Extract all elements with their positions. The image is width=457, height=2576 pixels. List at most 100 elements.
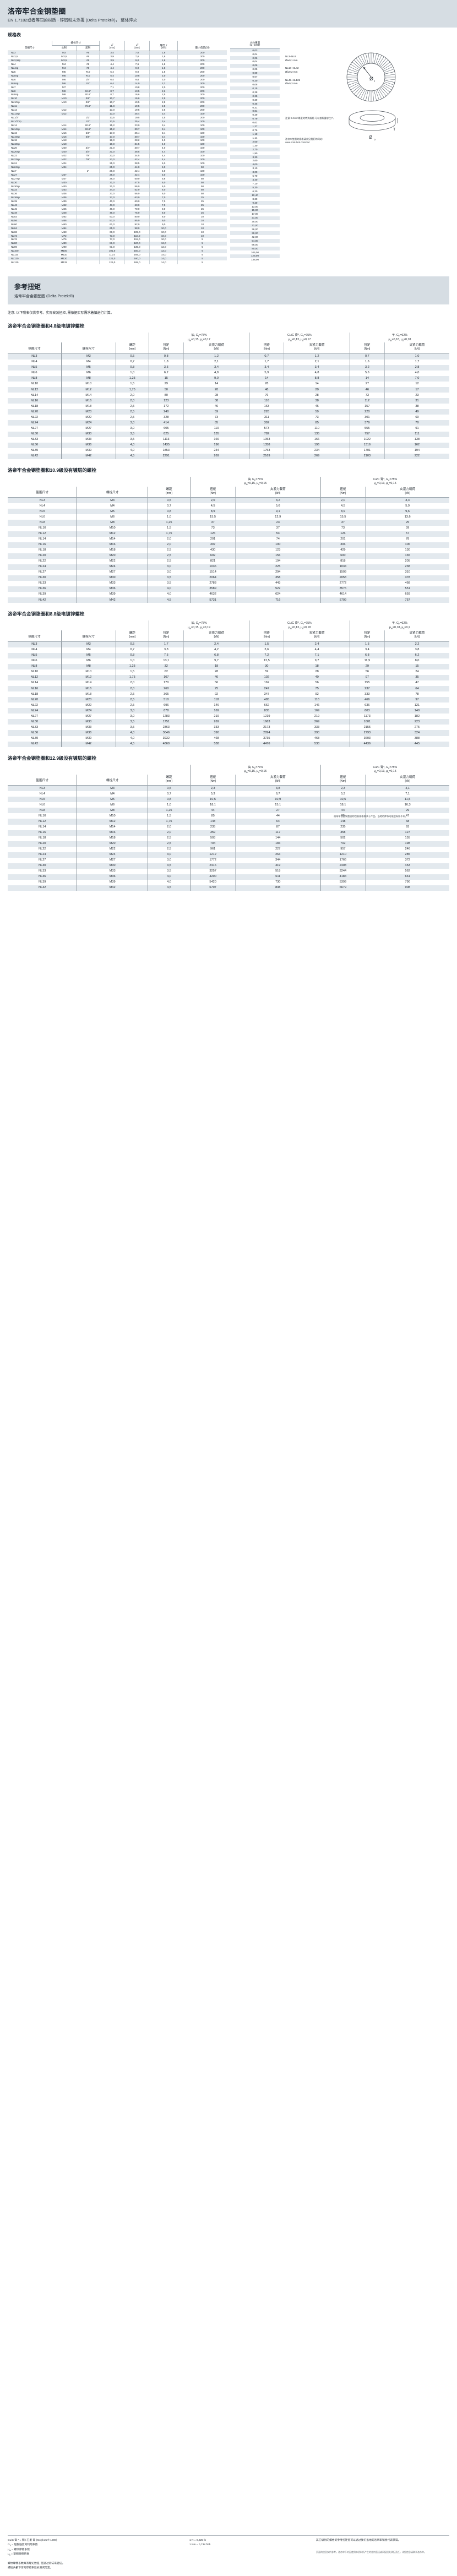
cell-torque: 4860 [148, 741, 184, 747]
cell-clamp: 20 [183, 387, 249, 393]
cell-bolt-imperial [75, 219, 100, 223]
cell-torque: 2772 [320, 581, 366, 587]
cell-pitch: 4,0 [115, 736, 149, 742]
cell-bolt-metric: M10 [61, 101, 67, 104]
table-row: NL39 M39 4,0 1853 234 1753 234 1701 194 [8, 448, 449, 454]
cell-bolt-imperial [75, 215, 100, 219]
cell-bolt-imperial [75, 112, 100, 116]
table-row: NL16sp M16 5/8" 17,0 30,7 3,4 100 [8, 134, 227, 139]
cell-weight: 3,00 [252, 171, 258, 174]
cell-clamp: 3,4 [284, 364, 350, 371]
table-row: NL20 M20 2,5 704 183 702 198 [8, 841, 449, 847]
cell-weight: 0,20 [252, 79, 258, 83]
cell-clamp: 64 [235, 819, 320, 825]
cad-link[interactable]: www.nord-lock.com/cad [285, 141, 310, 144]
cell-weight: 128,00 [251, 254, 259, 258]
cell-clamp: 378 [365, 575, 449, 581]
cell-bolt-size: M8 [61, 663, 116, 669]
cell-clamp: 73 [183, 415, 249, 421]
cell-pack: 200 [177, 66, 227, 70]
torque-col-torque: 扭矩 [Nm] [249, 342, 284, 354]
cell-bolt-size: M30 [61, 719, 116, 725]
table-row: 31,00 [230, 224, 280, 228]
cell-thickness: 8,0 [149, 207, 178, 211]
table-row: NL36sp M36 37,0 63,0 7,0 25 [8, 195, 227, 200]
cell-torque: 2291 [148, 453, 184, 459]
cell-washer-size: NL10 [39, 526, 46, 530]
cell-torque: 5,3 [190, 791, 236, 797]
cell-do: 25,4 [124, 112, 150, 116]
cell-thickness: 3,4 [149, 119, 178, 124]
cell-washer-size: NL24 [30, 709, 39, 712]
cell-washer-size: NL8 [39, 520, 45, 524]
cell-clamp: 538 [183, 741, 249, 747]
cell-bolt-metric: M24 [61, 165, 67, 168]
cell-washer-size: NL14 [39, 825, 46, 829]
cell-washer-size: NL8 [39, 808, 45, 812]
cell-pitch: 3,0 [115, 714, 149, 720]
torque-col-clamp: 夹紧力载荷 [kN] [183, 342, 249, 354]
cell-bolt-imperial [75, 108, 100, 112]
cell-washer-size: NL4 [39, 792, 45, 796]
torque-subtitle: 洛帝牢合金钢垫圈 (Delta Protekt®) [14, 295, 74, 299]
cell-clamp: 56 [183, 680, 249, 687]
cell-clamp: 388 [384, 736, 449, 742]
cell-clamp: 624 [235, 592, 320, 598]
torque-col-torque: 扭矩 [Nm] [190, 774, 236, 786]
cell-washer-size: NL20 [39, 554, 46, 558]
cell-torque: 2408 [320, 863, 366, 869]
cell-thickness: 5,0 [149, 173, 178, 177]
table-row: NL45 M45 46,0 70,0 8,0 25 [8, 207, 227, 211]
cell-torque: 696 [148, 702, 184, 709]
cell-clamp: 3,2 [235, 497, 320, 504]
cell-clamp: 730 [235, 879, 320, 886]
table-row: NL14 M14 2,0 80 28 76 28 73 23 [8, 393, 449, 399]
cell-thickness: 4,4 [149, 154, 178, 158]
cell-torque: 18,1 [320, 802, 366, 808]
cell-torque: 3,4 [249, 364, 284, 371]
cell-di: 25,0 [99, 161, 125, 166]
table-row: NL39 M39 40,0 60,0 7,0 25 [8, 199, 227, 204]
cell-bolt-size: M39 [61, 736, 116, 742]
cell-do: 9,0 [124, 66, 150, 70]
cell-pitch: 0,8 [115, 364, 149, 371]
cell-pack: 50 [177, 165, 227, 170]
cell-thickness: 5,0 [149, 169, 178, 173]
cell-washer-size: NL14 [11, 123, 17, 127]
cell-thickness: 4,4 [149, 150, 178, 154]
cell-clamp: 111 [384, 431, 449, 437]
cell-bolt-size: M24 [77, 564, 148, 570]
cell-bolt-metric [52, 105, 77, 108]
cell-torque: 85 [320, 813, 366, 819]
cell-weight: 80,00 [252, 247, 258, 250]
cell-pitch: 2,0 [147, 542, 191, 548]
cell-torque: 818 [320, 558, 366, 564]
cell-bolt-imperial [75, 199, 100, 204]
cell-di: 10,7 [99, 100, 125, 105]
cell-torque: 1173 [349, 714, 385, 720]
cell-weight: 2,60 [252, 159, 258, 162]
cell-torque: 240 [148, 409, 184, 415]
cell-di: 28,0 [99, 173, 125, 177]
cell-bolt-metric: M76 [61, 238, 67, 241]
cell-bolt-imperial [75, 222, 100, 227]
torque-table-head: 油, GF=75% μth=0,15, μh=0,17 Cu/C 膏*, GF=75… [8, 333, 449, 354]
spec-section: 规格表 垫圈尺寸 螺栓尺寸 øi [mm] øo [mm] 厚度 T [mm] 最小包… [0, 28, 457, 818]
cell-thickness: 10,0 [149, 230, 178, 234]
cell-washer-size: NL8sp [11, 93, 19, 96]
cell-bolt-size: M20 [77, 841, 148, 847]
cell-torque: 10,5 [190, 797, 236, 803]
cell-clamp: 46 [284, 404, 350, 410]
cell-bolt-metric: M60 [61, 222, 67, 226]
cell-pack: 100 [177, 146, 227, 150]
cell-washer-size: NL3 [31, 642, 37, 646]
cell-bolt-imperial: 1/4" [75, 78, 100, 82]
cell-torque: 62 [148, 669, 184, 676]
cell-pitch: 0,8 [147, 509, 191, 515]
table-row: 0,28 [230, 90, 280, 94]
cell-pack: 25 [177, 211, 227, 215]
cell-clamp: 7,0 [384, 376, 449, 382]
table-row: NL16 M16 5/8" 17,0 25,4 3,4 100 [8, 131, 227, 135]
table-row: NL16 M16 2,0 359 117 358 127 [8, 830, 449, 836]
cell-washer-size: NL20 [11, 146, 17, 150]
